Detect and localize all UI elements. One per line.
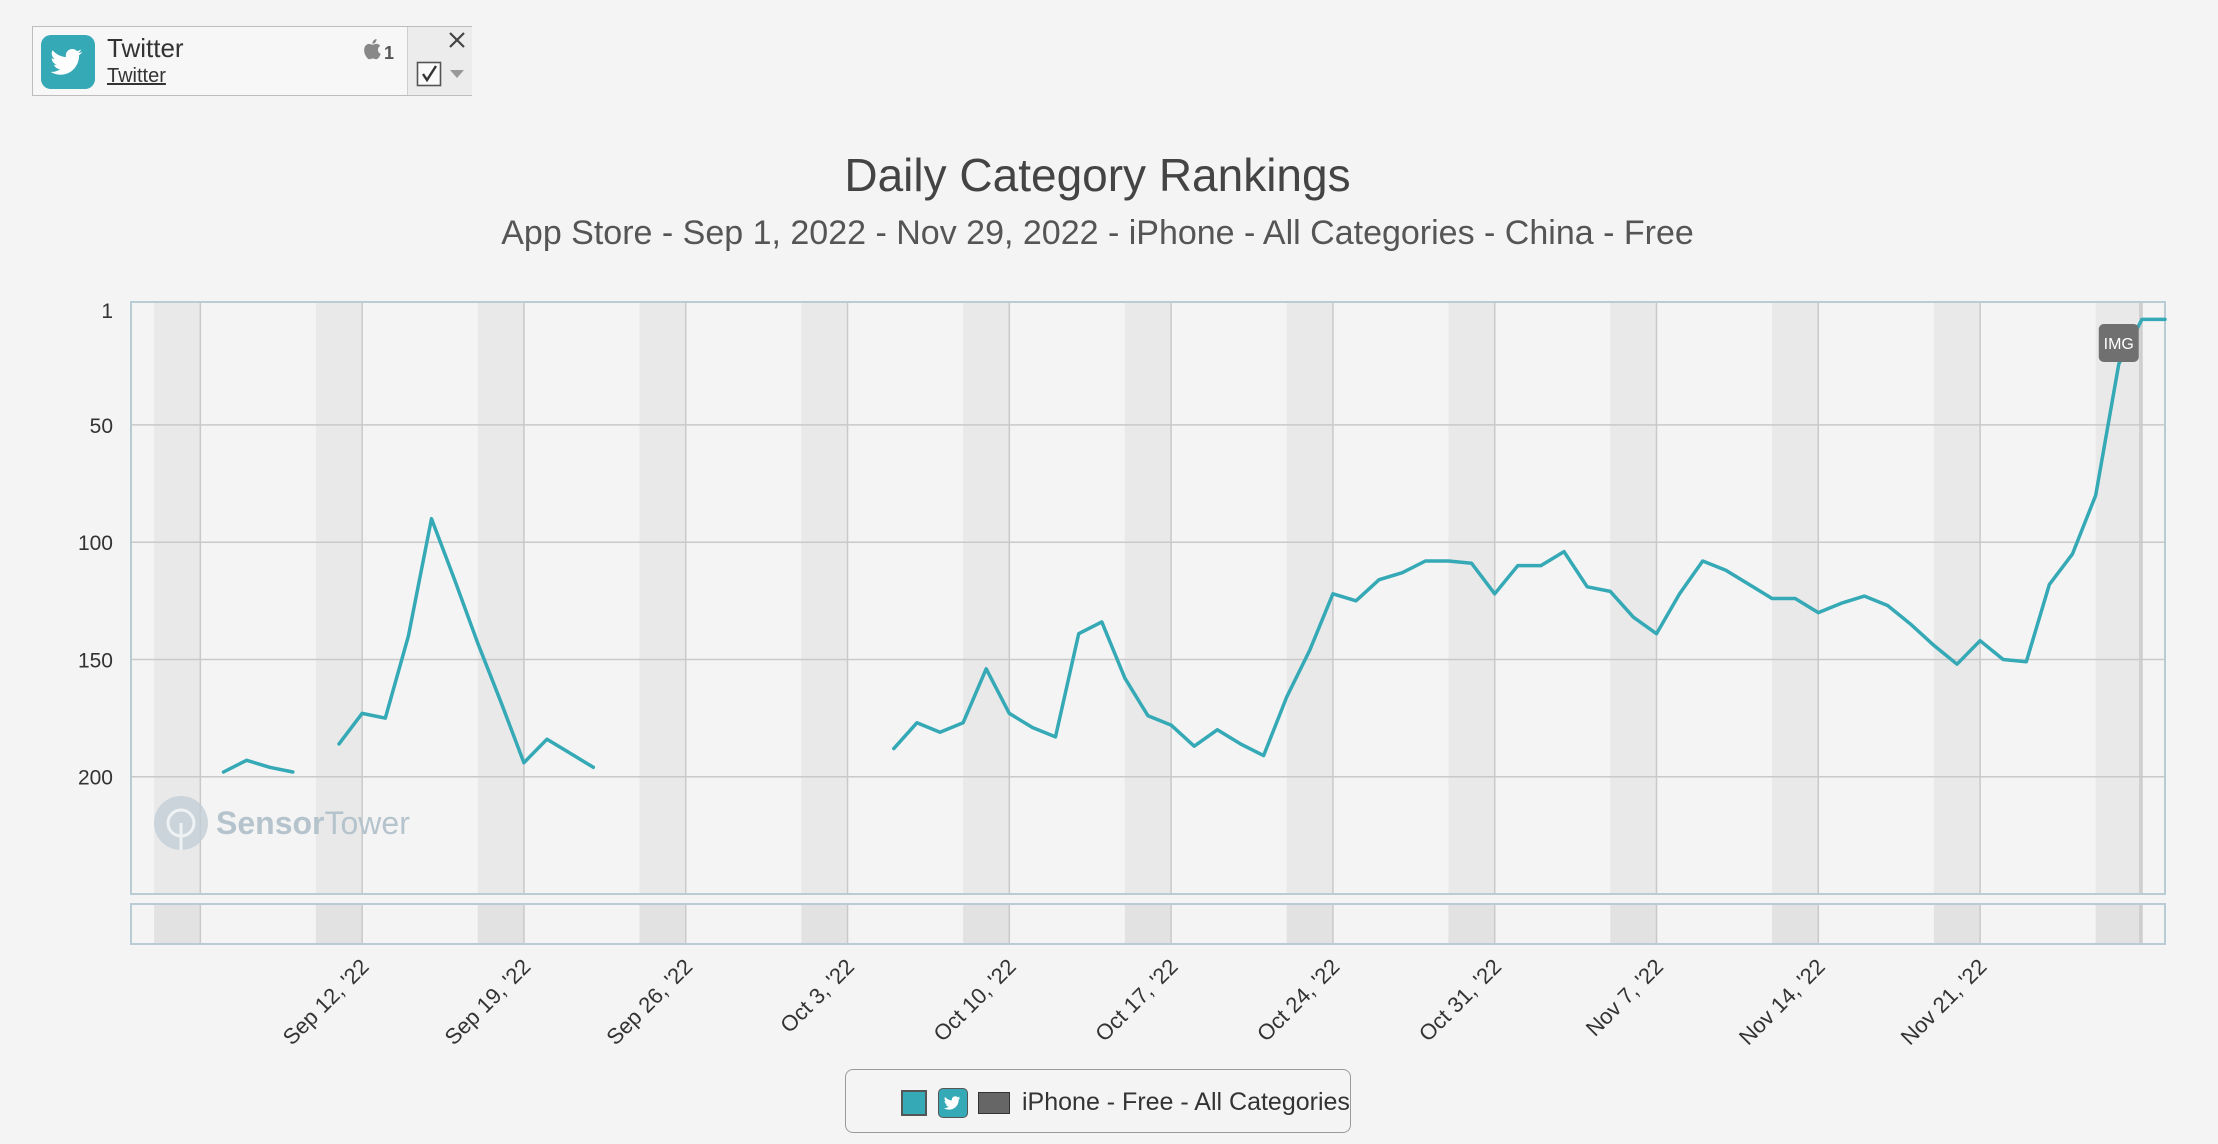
x-tick-label: Nov 7, '22 bbox=[1581, 954, 1668, 1041]
x-tick-label: Oct 10, '22 bbox=[928, 954, 1020, 1046]
navigator-weekend-band bbox=[154, 904, 201, 944]
navigator-weekend-band bbox=[1933, 904, 1981, 944]
series-layer bbox=[221, 317, 2167, 774]
weekend-band bbox=[1933, 302, 1981, 894]
watermark-text: SensorTower bbox=[216, 805, 410, 841]
navigator-weekend-band bbox=[2095, 904, 2142, 944]
close-icon[interactable] bbox=[444, 27, 470, 53]
x-tick-label: Nov 14, '22 bbox=[1734, 954, 1830, 1050]
plot-frame bbox=[130, 301, 2166, 945]
navigator-weekend-band bbox=[477, 904, 524, 944]
weekend-band bbox=[963, 302, 1010, 894]
x-tick-label: Oct 24, '22 bbox=[1252, 954, 1344, 1046]
y-tick-label: 200 bbox=[78, 767, 113, 790]
app-card: Twitter Twitter 1 bbox=[32, 26, 472, 96]
chart-subtitle: App Store - Sep 1, 2022 - Nov 29, 2022 -… bbox=[501, 214, 1694, 252]
weekend-band bbox=[2095, 302, 2142, 894]
series-line-segment bbox=[221, 758, 295, 774]
navigator-weekend-band bbox=[1124, 904, 1172, 944]
sensortower-watermark: SensorTower bbox=[154, 796, 410, 850]
x-tick-label: Oct 17, '22 bbox=[1090, 954, 1182, 1046]
caret-down-icon[interactable] bbox=[448, 67, 466, 81]
navigator-weekend-band bbox=[801, 904, 848, 944]
checkbox-icon[interactable] bbox=[416, 61, 442, 87]
navigator-weekend-band bbox=[1448, 904, 1495, 944]
x-axis-ticks: Sep 12, '22 Sep 19, '22 Sep 26, '22 Oct 3, … bbox=[278, 954, 1992, 1050]
series-line-segment bbox=[337, 516, 596, 770]
publisher-link[interactable]: Twitter bbox=[107, 65, 166, 87]
navigator-weekend-band bbox=[1286, 904, 1333, 944]
x-tick-label: Sep 12, '22 bbox=[278, 954, 374, 1050]
x-tick-label: Oct 31, '22 bbox=[1414, 954, 1506, 1046]
weekend-band bbox=[801, 302, 848, 894]
annotation-flag bbox=[2098, 324, 2139, 362]
legend-label: iPhone - Free - All Categories bbox=[1022, 1088, 1350, 1116]
y-tick-label: 100 bbox=[78, 532, 113, 555]
navigator-weekend-band bbox=[1772, 904, 1819, 944]
x-tick-label: Nov 21, '22 bbox=[1896, 954, 1992, 1050]
twitter-bird-icon bbox=[41, 35, 95, 89]
navigator-weekend-band bbox=[315, 904, 363, 944]
y-tick-label: 1 bbox=[101, 300, 113, 323]
weekend-band bbox=[154, 302, 201, 894]
iphone-device-icon bbox=[978, 1092, 1010, 1114]
legend[interactable]: iPhone - Free - All Categories bbox=[845, 1069, 1351, 1133]
twitter-app-icon bbox=[938, 1088, 968, 1118]
annotation-label: IMG bbox=[2104, 336, 2134, 353]
weekend-shading bbox=[131, 302, 2165, 944]
annotation-layer: IMG bbox=[2098, 324, 2139, 362]
series-color-swatch bbox=[901, 1090, 927, 1116]
x-tick-label: Oct 3, '22 bbox=[775, 954, 859, 1038]
y-tick-label: 50 bbox=[90, 415, 113, 438]
weekend-band bbox=[1448, 302, 1495, 894]
weekend-band bbox=[639, 302, 686, 894]
device-count: 1 bbox=[384, 43, 395, 63]
chart-title: Daily Category Rankings bbox=[844, 149, 1351, 201]
plot-border bbox=[130, 301, 2166, 895]
weekend-band bbox=[477, 302, 524, 894]
navigator-border bbox=[130, 903, 2166, 945]
apple-icon bbox=[359, 35, 387, 63]
x-tick-label: Sep 19, '22 bbox=[440, 954, 536, 1050]
weekend-band bbox=[1124, 302, 1172, 894]
grid-lines bbox=[131, 302, 2165, 944]
weekend-band bbox=[1286, 302, 1333, 894]
app-name: Twitter bbox=[107, 33, 184, 63]
x-tick-label: Sep 26, '22 bbox=[601, 954, 697, 1050]
y-tick-label: 150 bbox=[78, 649, 113, 672]
weekend-band bbox=[315, 302, 363, 894]
navigator-weekend-band bbox=[1610, 904, 1657, 944]
navigator-weekend-band bbox=[639, 904, 686, 944]
navigator-weekend-band bbox=[963, 904, 1010, 944]
card-controls bbox=[407, 27, 472, 95]
series-line-segment bbox=[892, 317, 2167, 758]
